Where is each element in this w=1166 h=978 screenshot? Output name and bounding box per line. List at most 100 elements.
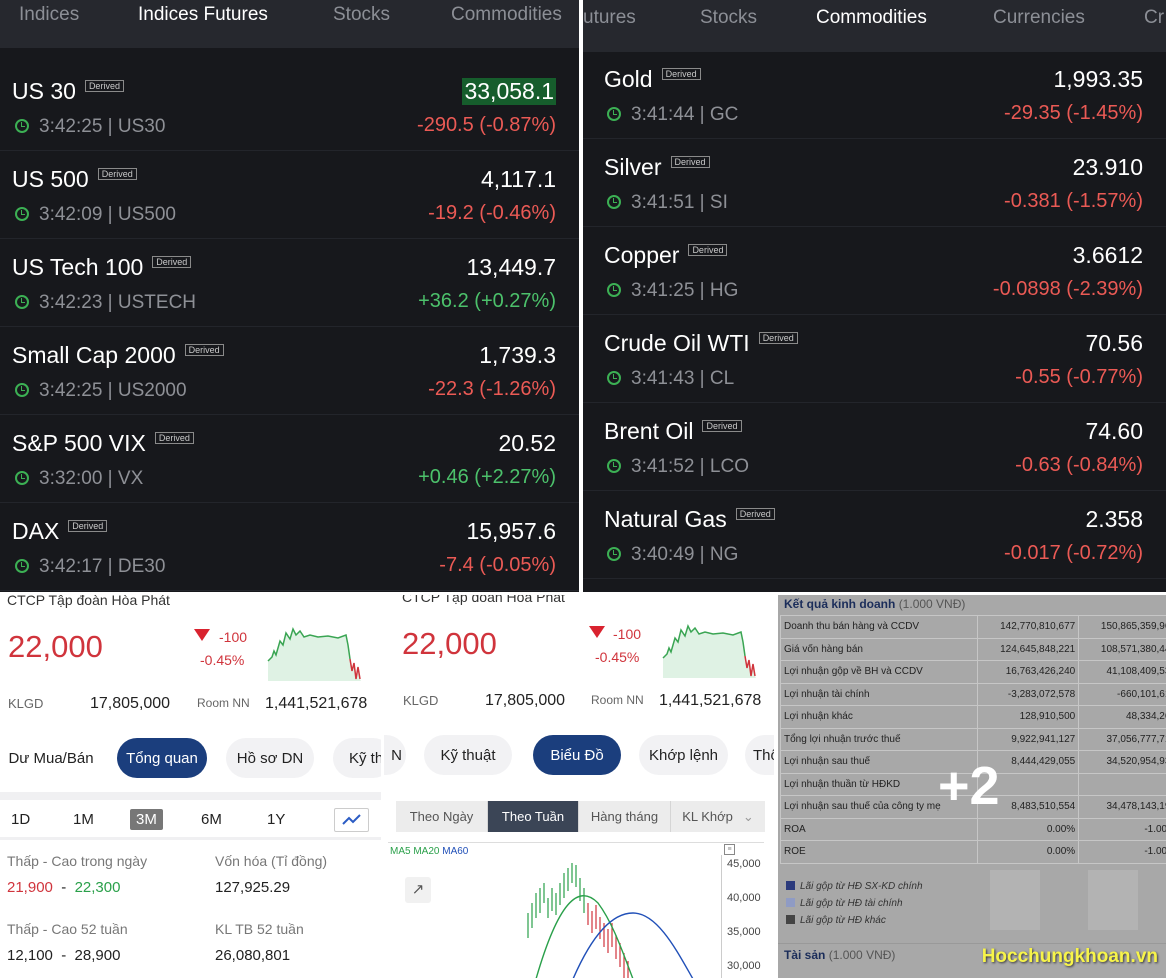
chart-type-icon[interactable] <box>334 808 369 832</box>
more-images-count[interactable]: +2 <box>938 756 1000 816</box>
tab-futures[interactable]: utures <box>583 7 636 28</box>
avg-vol-52w-label: KL TB 52 tuần <box>215 921 304 937</box>
seg-kl-khop[interactable]: KL Khớp ⌄ <box>671 801 765 832</box>
pill-thong-tin[interactable]: Thô <box>745 735 774 775</box>
pill-ky-thuat[interactable]: Kỹ th <box>333 738 381 778</box>
seg-kl-khop-label: KL Khớp <box>682 809 733 824</box>
quote-row[interactable]: S&P 500 VIX Derived 20.52 3:32:00 | VX +0.46… <box>0 416 579 503</box>
expand-icon[interactable]: ↗ <box>405 877 431 903</box>
instrument-name: US Tech 100 Derived <box>12 254 192 281</box>
instrument-symbol: LCO <box>709 456 749 477</box>
instrument-price: 74.60 <box>1085 418 1143 444</box>
tab-commodities[interactable]: Commodities <box>816 7 927 28</box>
price-change: -0.55 (-0.77%) <box>1015 366 1143 388</box>
pill-ky-thuat[interactable]: Kỹ thuật <box>424 735 512 775</box>
table-row: Doanh thu bán hàng và CCDV 142,770,810,67… <box>779 615 1166 639</box>
price-change: -0.0898 (-2.39%) <box>992 278 1143 300</box>
pill-tong-quan[interactable]: Tổng quan <box>117 738 207 778</box>
quote-time: 3:42:25 | US30 <box>15 116 165 138</box>
divider <box>0 837 381 840</box>
menu-icon[interactable]: ≡ <box>724 844 735 855</box>
tab-commodities[interactable]: Commodities <box>451 4 562 25</box>
legend-swatch <box>786 915 795 924</box>
quote-time: 3:40:49 | NG <box>607 544 738 566</box>
derived-badge: Derived <box>670 156 710 168</box>
instrument-price: 1,739.3 <box>479 342 556 368</box>
tab-stocks[interactable]: Stocks <box>700 7 758 28</box>
market-tabs: utures Stocks Commodities Currencies Cr <box>583 0 1166 52</box>
table-row: Lợi nhuận tài chính -3,283,072,578 -660,10… <box>779 682 1166 706</box>
derived-badge: Derived <box>661 68 701 80</box>
pill-bieu-do[interactable]: Biểu Đồ <box>533 735 621 775</box>
quote-row[interactable]: Small Cap 2000 Derived 1,739.3 3:42:25 | US… <box>0 328 579 415</box>
derived-badge: Derived <box>184 344 224 356</box>
range-3m[interactable]: 3M <box>130 809 163 830</box>
pill-previous[interactable]: N <box>384 735 406 775</box>
tab-stocks[interactable]: Stocks <box>333 4 391 25</box>
derived-badge: Derived <box>735 508 775 520</box>
pill-khop-lenh[interactable]: Khớp lệnh <box>639 735 728 775</box>
price-change: -22.3 (-1.26%) <box>428 378 556 400</box>
quote-row[interactable]: Crude Oil WTI Derived 70.56 3:41:43 | CL -0.… <box>583 316 1166 403</box>
intraday-sparkline <box>662 623 756 678</box>
quote-row[interactable]: DAX Derived 15,957.6 3:42:17 | DE30 -7.4 (-0… <box>0 504 579 591</box>
y-tick: 45,000 <box>727 858 761 870</box>
ma-legend: MA5 MA20 MA60 <box>390 846 468 857</box>
tab-indices-futures[interactable]: Indices Futures <box>138 4 268 25</box>
price-change: -0.381 (-1.57%) <box>1004 190 1143 212</box>
quote-time: 3:42:17 | DE30 <box>15 556 165 578</box>
week52-range-label: Thấp - Cao 52 tuần <box>7 921 128 937</box>
y-tick: 35,000 <box>727 926 761 938</box>
instrument-symbol: US30 <box>117 116 166 137</box>
fin-title: Kết quả kinh doanh <box>784 597 896 611</box>
instrument-label: Natural Gas <box>604 506 727 532</box>
y-tick: 30,000 <box>727 960 761 972</box>
instrument-label: Copper <box>604 242 680 268</box>
quote-row[interactable]: US 30 Derived 33,058.1 3:42:25 | US30 -290.5… <box>0 64 579 151</box>
quote-time: 3:41:25 | HG <box>607 280 738 302</box>
pill-du-mua-ban[interactable]: Dư Mua/Bán <box>8 749 94 767</box>
time-value: 3:42:25 <box>39 116 103 137</box>
stock-price: 22,000 <box>402 626 497 661</box>
symbol-separator: | <box>102 116 118 137</box>
fin-title-bar: Kết quả kinh doanh (1.000 VNĐ) <box>778 595 1166 615</box>
row-label: Tổng lợi nhuận trước thuế <box>779 727 979 751</box>
quote-row[interactable]: Copper Derived 3.6612 3:41:25 | HG -0.0898 (… <box>583 228 1166 315</box>
range-6m[interactable]: 6M <box>201 811 222 828</box>
derived-badge: Derived <box>84 80 124 92</box>
seg-theo-ngay[interactable]: Theo Ngày <box>396 801 488 832</box>
instrument-symbol: CL <box>709 368 735 389</box>
derived-badge: Derived <box>152 256 192 268</box>
row-label: Giá vốn hàng bán <box>779 637 979 661</box>
quote-row[interactable]: Natural Gas Derived 2.358 3:40:49 | NG -0.01… <box>583 492 1166 579</box>
tab-currencies[interactable]: Currencies <box>993 7 1085 28</box>
pill-ho-so-dn[interactable]: Hồ sơ DN <box>226 738 314 778</box>
seg-theo-tuan[interactable]: Theo Tuần <box>488 801 579 832</box>
time-value: 3:42:23 <box>39 292 103 313</box>
instrument-symbol: VX <box>117 468 144 489</box>
instrument-name: Copper Derived <box>604 242 728 269</box>
range-1m[interactable]: 1M <box>73 811 94 828</box>
range-1d[interactable]: 1D <box>11 811 31 828</box>
quote-row[interactable]: Brent Oil Derived 74.60 3:41:52 | LCO -0.63 … <box>583 404 1166 491</box>
tab-crypto[interactable]: Cr <box>1144 7 1165 28</box>
quote-row[interactable]: US Tech 100 Derived 13,449.7 3:42:23 | USTE… <box>0 240 579 327</box>
range-1y[interactable]: 1Y <box>267 811 286 828</box>
tab-indices[interactable]: Indices <box>19 4 80 25</box>
clock-icon <box>607 195 621 209</box>
quote-row[interactable]: Gold Derived 1,993.35 3:41:44 | GC -29.35 (-… <box>583 52 1166 139</box>
down-arrow-icon <box>589 626 605 638</box>
quote-row[interactable]: US 500 Derived 4,117.1 3:42:09 | US500 -19.2… <box>0 152 579 239</box>
instrument-price: 20.52 <box>498 430 556 456</box>
price-change: -19.2 (-0.46%) <box>428 202 556 224</box>
row-label: Lợi nhuận khác <box>779 705 979 729</box>
chart-placeholder <box>990 870 1040 930</box>
clock-icon <box>607 283 621 297</box>
seg-hang-thang[interactable]: Hàng tháng <box>579 801 671 832</box>
price-change: -0.63 (-0.84%) <box>1015 454 1143 476</box>
instrument-name: Crude Oil WTI Derived <box>604 330 798 357</box>
clock-icon <box>15 119 29 133</box>
quote-row[interactable]: Silver Derived 23.910 3:41:51 | SI -0.381 (-… <box>583 140 1166 227</box>
